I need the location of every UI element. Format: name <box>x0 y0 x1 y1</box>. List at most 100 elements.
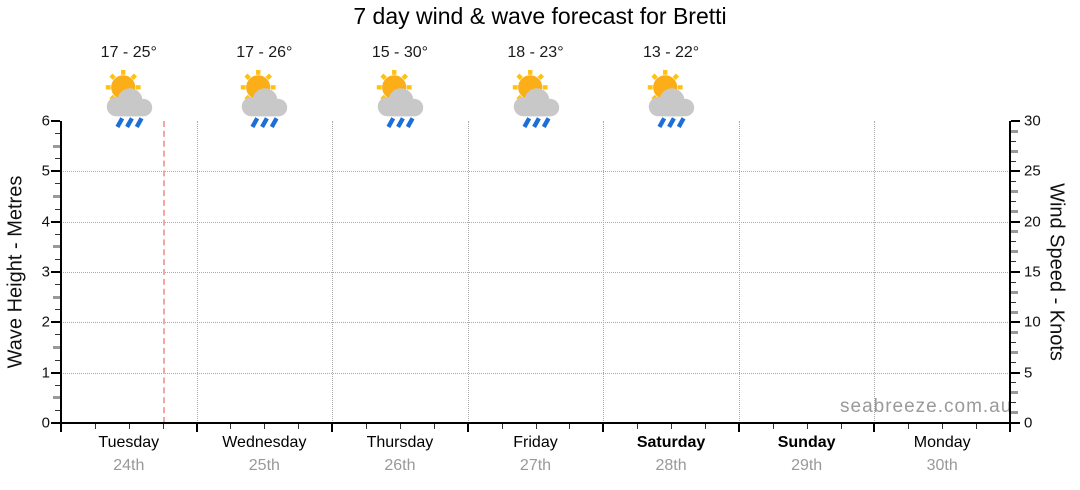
right-minor-tick <box>1011 189 1018 193</box>
left-minor-tick <box>55 359 60 361</box>
horizontal-gridline <box>61 171 1010 173</box>
x-axis-minor-tick <box>976 424 978 429</box>
right-major-tick <box>1011 321 1020 324</box>
right-minor-tick <box>1011 351 1018 355</box>
right-minor-tick <box>1011 362 1016 364</box>
right-major-tick <box>1011 271 1020 273</box>
temperature-range-label: 13 - 22° <box>642 44 700 61</box>
right-axis-tick-label: 15 <box>1024 263 1041 281</box>
x-axis-minor-tick <box>298 424 300 429</box>
x-axis-major-tick <box>602 424 605 432</box>
right-minor-tick <box>1011 210 1018 214</box>
horizontal-gridline <box>61 221 1010 223</box>
right-minor-tick <box>1011 180 1016 182</box>
day-boundary-gridline <box>332 121 334 423</box>
right-axis-tick-label: 20 <box>1024 213 1041 231</box>
x-axis-major-tick <box>466 424 469 432</box>
x-axis-minor-tick <box>230 424 232 429</box>
right-minor-tick <box>1011 391 1018 395</box>
left-axis-tick-label: 3 <box>41 263 50 281</box>
x-axis-day-label: Thursday <box>366 434 434 451</box>
sun-cloud-showers-icon <box>512 69 559 128</box>
current-time-marker <box>162 121 165 423</box>
left-major-tick <box>51 120 60 122</box>
x-axis-major-tick <box>873 424 876 432</box>
right-major-tick <box>1011 220 1020 223</box>
right-minor-tick <box>1011 241 1016 243</box>
x-axis-major-tick <box>195 424 198 432</box>
right-minor-tick <box>1011 411 1018 415</box>
horizontal-gridline <box>61 372 1010 374</box>
x-axis-day-label: Friday <box>513 434 558 451</box>
x-axis-minor-tick <box>942 424 944 429</box>
left-minor-tick <box>55 309 60 311</box>
x-axis-date-label: 26th <box>384 457 416 474</box>
right-minor-tick <box>1011 129 1018 133</box>
x-axis-major-tick <box>60 424 62 432</box>
right-minor-tick <box>1011 402 1016 404</box>
cloud <box>377 88 424 117</box>
day-boundary-gridline <box>467 121 469 423</box>
day-boundary-gridline <box>196 121 198 423</box>
day-boundary-gridline <box>874 121 876 423</box>
right-minor-tick <box>1011 310 1018 314</box>
x-axis-day-label: Monday <box>913 434 971 451</box>
right-minor-tick <box>1011 201 1016 203</box>
left-minor-tick <box>55 233 60 235</box>
left-minor-tick <box>55 158 60 160</box>
x-axis-minor-tick <box>501 424 503 429</box>
left-minor-tick <box>55 334 60 336</box>
left-minor-tick <box>53 396 60 400</box>
right-minor-tick <box>1011 149 1018 153</box>
left-minor-tick <box>53 195 60 198</box>
temperature-range-label: 17 - 26° <box>236 44 293 61</box>
left-axis-tick-label: 5 <box>41 162 50 180</box>
temperature-range-label: 17 - 25° <box>100 44 157 61</box>
right-major-tick <box>1011 422 1020 424</box>
right-minor-tick <box>1011 341 1016 343</box>
rain-streaks <box>657 117 686 128</box>
horizontal-gridline <box>61 272 1010 273</box>
right-axis-tick-label: 25 <box>1024 162 1041 180</box>
right-axis-spine <box>1009 121 1011 432</box>
left-minor-tick <box>55 284 60 286</box>
x-axis-major-tick <box>737 424 740 432</box>
sun-cloud-showers-icon <box>647 69 695 128</box>
right-axis-tick-label: 5 <box>1024 364 1033 382</box>
right-minor-tick <box>1011 290 1018 294</box>
left-minor-tick <box>55 133 60 135</box>
left-axis-spine <box>60 121 62 432</box>
left-minor-tick <box>55 258 60 260</box>
x-axis-minor-tick <box>535 424 537 429</box>
x-axis-minor-tick <box>399 424 401 429</box>
x-axis-day-label: Tuesday <box>98 434 160 451</box>
cloud <box>242 88 288 117</box>
x-axis-minor-tick <box>671 424 673 429</box>
left-minor-tick <box>53 346 60 349</box>
x-axis-minor-tick <box>94 424 96 429</box>
horizontal-gridline <box>61 322 1010 324</box>
x-axis-minor-tick <box>128 424 130 429</box>
left-major-tick <box>51 321 60 324</box>
x-axis-minor-tick <box>433 424 435 429</box>
right-minor-tick <box>1011 281 1016 283</box>
left-axis-tick-label: 1 <box>41 364 50 382</box>
chart-title: 7 day wind & wave forecast for Bretti <box>353 3 727 29</box>
left-axis-tick-label: 0 <box>41 414 50 432</box>
x-axis-minor-tick <box>637 424 639 429</box>
right-minor-tick <box>1011 140 1016 142</box>
right-minor-tick <box>1011 160 1016 162</box>
x-axis-minor-tick <box>806 424 808 429</box>
day-boundary-gridline <box>738 121 740 423</box>
temperature-range-label: 15 - 30° <box>371 44 429 61</box>
right-minor-tick <box>1011 230 1018 234</box>
x-axis-minor-tick <box>704 424 706 429</box>
x-axis-minor-tick <box>366 424 368 429</box>
right-major-tick <box>1011 170 1020 173</box>
rain-streaks <box>521 117 550 128</box>
right-axis-tick-label: 0 <box>1024 414 1033 432</box>
x-axis-date-label: 25th <box>248 457 280 474</box>
left-minor-tick <box>55 384 60 386</box>
bottom-axis-spine <box>60 422 1011 424</box>
